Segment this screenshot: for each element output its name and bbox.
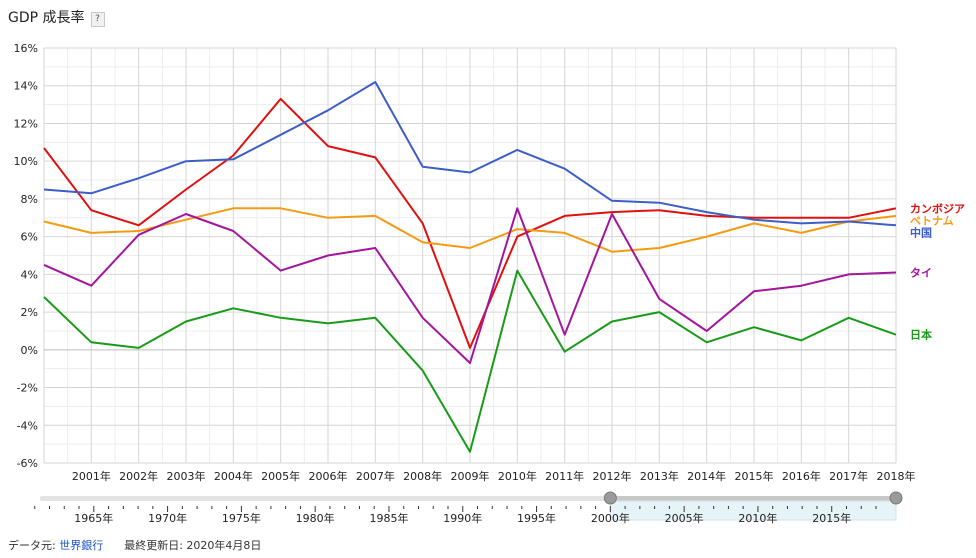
y-tick-label: 6% (21, 231, 38, 244)
series-line (43, 207, 897, 364)
series-lines (43, 81, 897, 453)
x-tick-label: 2014年 (687, 469, 726, 483)
x-tick-label: 2009年 (451, 469, 490, 483)
x-tick-label: 2011年 (545, 469, 584, 483)
timeline-label: 2015年 (812, 511, 851, 525)
timeline-label: 1990年 (443, 511, 482, 525)
timeline-handle-start[interactable] (603, 491, 617, 505)
y-tick-label: -4% (17, 419, 38, 432)
timeline-label: 1965年 (74, 511, 113, 525)
x-tick-label: 2016年 (782, 469, 821, 483)
series-line (43, 97, 897, 349)
legend-label: カンボジア (910, 201, 965, 215)
x-tick-label: 2012年 (593, 469, 632, 483)
chart-title: GDP 成長率? (8, 7, 105, 27)
timeline-label: 2005年 (665, 511, 704, 525)
legend-label: 日本 (910, 328, 932, 342)
timeline-label: 1995年 (517, 511, 556, 525)
timeline-label: 2010年 (738, 511, 777, 525)
x-tick-label: 2017年 (829, 469, 868, 483)
gdp-growth-chart: -6%-4%-2%0%2%4%6%8%10%12%14%16% 2001年 200… (14, 42, 965, 525)
timeline-selected-track (610, 496, 896, 501)
y-tick-label: 4% (21, 268, 38, 281)
chart-grid (43, 47, 897, 464)
y-tick-label: 16% (14, 42, 38, 55)
y-axis: -6% -4% -2% 0% 2% 4% 6% 8% 10% 12% 14% 16% (14, 42, 38, 470)
series-line (43, 207, 897, 253)
y-tick-label: 14% (14, 80, 38, 93)
series-line (43, 81, 897, 227)
legend-label: ベトナム (910, 214, 954, 227)
x-tick-label: 2010年 (498, 469, 537, 483)
y-tick-label: 12% (14, 117, 38, 130)
timeline-label: 1975年 (222, 511, 261, 525)
x-tick-label: 2006年 (309, 469, 348, 483)
x-tick-label: 2018年 (877, 469, 916, 483)
footer: データ元: 世界銀行 最終更新日: 2020年4月8日 (8, 537, 261, 553)
x-tick-label: 2008年 (403, 469, 442, 483)
y-tick-label: -6% (17, 457, 38, 470)
x-axis: 2001年 2002年 2003年 2004年 2005年 2006年 2007年 2008年… (72, 469, 916, 483)
last-updated: 最終更新日: 2020年4月8日 (124, 539, 262, 552)
y-tick-label: 10% (14, 155, 38, 168)
x-tick-label: 2005年 (261, 469, 300, 483)
y-tick-label: 0% (21, 344, 38, 357)
x-tick-label: 2007年 (356, 469, 395, 483)
x-tick-label: 2002年 (119, 469, 158, 483)
x-tick-label: 2015年 (735, 469, 774, 483)
timeline-range-selector[interactable]: 1965年 1970年 1975年 1980年 1985年 1990年 1995年 2000年… (34, 491, 903, 525)
timeline-label: 1985年 (369, 511, 408, 525)
x-tick-label: 2001年 (72, 469, 111, 483)
x-tick-label: 2013年 (640, 469, 679, 483)
series-line (43, 269, 897, 453)
timeline-label: 1980年 (296, 511, 335, 525)
y-tick-label: 2% (21, 306, 38, 319)
source-label: データ元: (8, 539, 56, 552)
timeline-handle-end[interactable] (889, 491, 903, 505)
timeline-label: 1970年 (148, 511, 187, 525)
x-tick-label: 2003年 (167, 469, 206, 483)
timeline-label: 2000年 (591, 511, 630, 525)
legend-label: 中国 (910, 225, 932, 239)
source-link[interactable]: 世界銀行 (59, 539, 104, 552)
help-button[interactable]: ? (90, 12, 105, 27)
legend-label: タイ (910, 266, 932, 279)
chart-title-text: GDP 成長率 (8, 10, 85, 26)
y-tick-label: -2% (17, 382, 38, 395)
x-tick-label: 2004年 (214, 469, 253, 483)
y-tick-label: 8% (21, 193, 38, 206)
